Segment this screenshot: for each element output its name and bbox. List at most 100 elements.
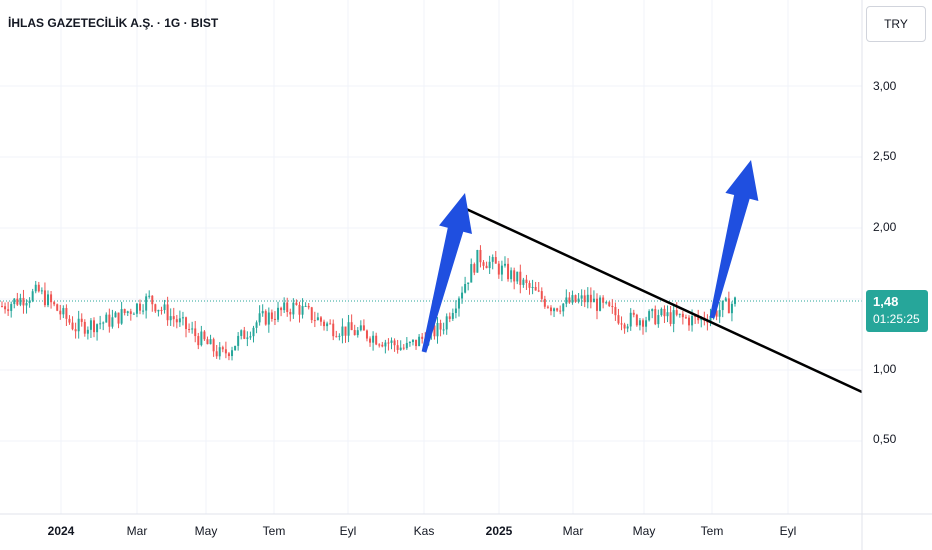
candle — [648, 309, 651, 322]
candle — [362, 319, 365, 331]
candle — [580, 289, 583, 306]
y-tick-label: 1,00 — [873, 362, 897, 376]
candle — [421, 332, 424, 344]
candle — [553, 307, 556, 318]
candle — [108, 308, 111, 333]
candle — [319, 316, 322, 326]
candle — [470, 258, 473, 283]
candle — [316, 312, 319, 321]
candle — [194, 320, 197, 343]
candle — [369, 336, 372, 347]
candle — [500, 260, 503, 282]
candle — [350, 314, 353, 331]
candle — [135, 302, 138, 318]
candle — [255, 320, 258, 334]
candle — [399, 340, 402, 351]
candle — [221, 345, 224, 353]
x-tick-label: 2024 — [47, 524, 75, 538]
candle — [301, 298, 304, 319]
candle — [148, 290, 151, 299]
candle — [160, 306, 163, 315]
candle — [68, 315, 71, 325]
candles — [1, 245, 736, 361]
candle — [641, 318, 644, 335]
candle — [332, 319, 335, 341]
candle — [114, 311, 117, 318]
x-tick-label: May — [632, 524, 656, 538]
candle — [476, 249, 479, 273]
candle — [175, 314, 178, 329]
candle — [439, 319, 442, 337]
candle — [307, 303, 310, 310]
currency-button[interactable]: TRY — [866, 6, 926, 42]
candle — [448, 312, 451, 323]
candle — [721, 300, 724, 318]
candle — [467, 282, 470, 291]
candle — [19, 293, 22, 307]
candle — [286, 297, 289, 317]
candle — [335, 330, 338, 338]
candle — [200, 325, 203, 347]
candle — [240, 329, 243, 340]
candle — [718, 302, 721, 323]
candle — [65, 304, 68, 327]
candle — [264, 309, 267, 326]
candle — [454, 300, 457, 319]
candle — [40, 287, 43, 295]
x-tick-label: May — [194, 524, 218, 538]
candle — [197, 332, 200, 350]
candle — [461, 286, 464, 304]
candle — [724, 296, 727, 302]
drawings[interactable] — [421, 160, 863, 394]
candle — [494, 251, 497, 264]
candle — [59, 304, 62, 320]
candle — [43, 282, 46, 308]
candle — [105, 312, 108, 323]
candle — [651, 308, 654, 319]
candle — [482, 260, 485, 270]
candle — [503, 256, 506, 268]
candle — [586, 287, 589, 309]
candle — [243, 326, 246, 340]
candle — [666, 305, 669, 323]
candle — [209, 334, 212, 345]
candle — [292, 298, 295, 319]
trend-line[interactable] — [462, 206, 863, 394]
candle — [534, 281, 537, 291]
candle — [231, 346, 234, 361]
candle — [540, 287, 543, 303]
candle — [80, 313, 83, 327]
candle — [620, 316, 623, 331]
candle — [479, 245, 482, 268]
candle — [237, 332, 240, 351]
candle — [37, 281, 40, 293]
candle — [445, 313, 448, 335]
candle — [71, 316, 74, 331]
candle — [464, 276, 467, 294]
candle — [25, 299, 28, 314]
symbol-title[interactable]: İHLAS GAZETECİLİK A.Ş. · 1G · BIST — [8, 16, 219, 30]
candle — [188, 323, 191, 333]
candle — [516, 271, 519, 285]
arrow-drawing[interactable] — [421, 193, 472, 353]
candle — [559, 305, 562, 315]
candle — [418, 334, 421, 347]
arrow-drawing[interactable] — [709, 160, 759, 319]
candle — [123, 308, 126, 316]
candle — [384, 339, 387, 354]
candle — [457, 296, 460, 317]
candle — [442, 322, 445, 335]
candle — [623, 322, 626, 334]
candle — [687, 315, 690, 331]
candle — [562, 303, 565, 317]
candle — [408, 341, 411, 347]
candle — [730, 301, 733, 322]
candle — [56, 303, 59, 312]
candle — [626, 323, 629, 333]
candle — [375, 332, 378, 346]
candle — [10, 301, 13, 318]
candle — [227, 351, 230, 361]
candle — [83, 319, 86, 337]
candle — [139, 299, 142, 315]
